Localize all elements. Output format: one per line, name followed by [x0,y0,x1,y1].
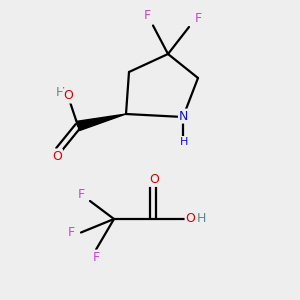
Text: O: O [186,212,195,225]
Text: O: O [52,149,62,163]
Text: H: H [179,137,188,147]
Text: F: F [78,188,85,201]
Text: H: H [55,86,65,100]
Text: O: O [64,89,73,103]
Text: F: F [93,250,100,264]
Text: F: F [144,9,151,22]
Text: N: N [179,110,188,123]
Text: F: F [194,12,202,25]
Polygon shape [77,114,126,131]
Text: H: H [196,212,206,225]
Text: O: O [149,173,159,186]
Text: F: F [68,226,75,239]
